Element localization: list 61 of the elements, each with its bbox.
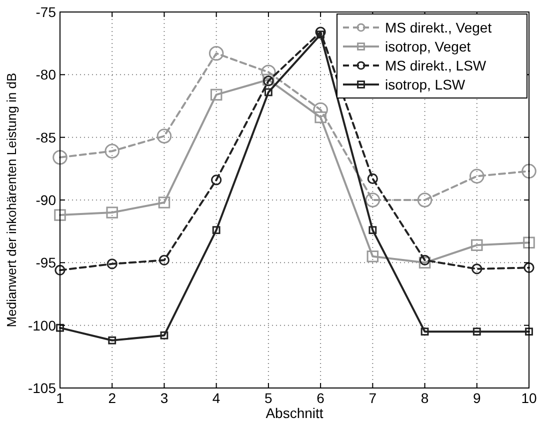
x-tick-label: 4 [212, 390, 220, 406]
point [56, 324, 64, 332]
point [264, 88, 272, 96]
point [524, 262, 534, 273]
point [54, 264, 66, 276]
x-tick-label: 5 [264, 390, 273, 406]
point [313, 102, 328, 118]
point [212, 226, 220, 234]
y-tick-label: -95 [36, 254, 56, 271]
point [420, 328, 429, 336]
point [158, 254, 170, 266]
point [160, 331, 168, 340]
point [366, 250, 379, 262]
point [316, 30, 325, 39]
y-tick-label: -85 [36, 129, 56, 146]
point [469, 168, 484, 184]
point [108, 336, 116, 344]
point [523, 236, 535, 248]
point [365, 192, 380, 208]
point [208, 46, 224, 61]
point [471, 239, 483, 251]
x-tick-label: 8 [420, 390, 429, 406]
x-tick-label: 9 [472, 390, 481, 406]
point [314, 111, 326, 124]
legend-label: MS direkt., LSW [385, 58, 487, 74]
y-tick-label: -90 [36, 192, 56, 208]
point [522, 164, 536, 179]
y-tick-label: -100 [28, 317, 56, 334]
point [472, 264, 482, 274]
x-tick-label: 1 [56, 390, 64, 406]
point [525, 328, 533, 336]
x-tick-label: 2 [108, 390, 116, 406]
x-tick-label: 3 [160, 390, 168, 406]
point [417, 192, 432, 208]
point [368, 226, 377, 234]
legend-label: MS direkt., Veget [385, 20, 492, 36]
point [367, 173, 378, 184]
point [211, 174, 222, 186]
point [104, 144, 120, 159]
point [418, 256, 431, 269]
x-tick-label: 10 [521, 390, 537, 406]
point [158, 196, 170, 208]
point [106, 206, 118, 218]
point [52, 150, 68, 165]
legend-label: isotrop, LSW [385, 76, 466, 92]
x-axis-title: Abschnitt [266, 405, 324, 421]
point [156, 128, 172, 144]
x-tick-label: 6 [316, 390, 325, 406]
y-tick-label: -80 [36, 66, 56, 83]
y-tick-label: -75 [36, 4, 56, 20]
point [315, 26, 326, 38]
x-tick-label: 7 [368, 390, 377, 406]
point [472, 328, 481, 336]
y-axis-title: Medianwert der inkohärenten Leistung in dB [4, 72, 19, 328]
point [106, 258, 118, 270]
point [261, 64, 276, 80]
y-tick-label: -105 [28, 380, 56, 396]
point [54, 209, 66, 221]
point [210, 88, 222, 101]
legend-label: isotrop, Veget [385, 38, 471, 54]
point [419, 254, 430, 266]
